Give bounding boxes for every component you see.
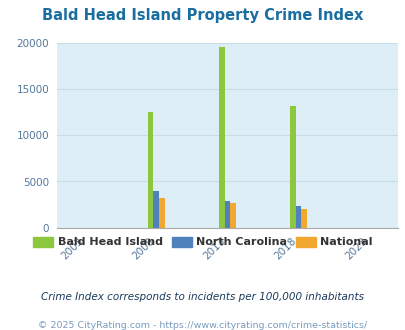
- Bar: [159, 198, 164, 228]
- Bar: [218, 47, 224, 228]
- Bar: [147, 112, 153, 228]
- Text: Bald Head Island Property Crime Index: Bald Head Island Property Crime Index: [42, 8, 363, 23]
- Bar: [153, 191, 159, 228]
- Text: © 2025 CityRating.com - https://www.cityrating.com/crime-statistics/: © 2025 CityRating.com - https://www.city…: [38, 321, 367, 330]
- Bar: [289, 106, 295, 228]
- Legend: Bald Head Island, North Carolina, National: Bald Head Island, North Carolina, Nation…: [29, 232, 376, 252]
- Text: Crime Index corresponds to incidents per 100,000 inhabitants: Crime Index corresponds to incidents per…: [41, 292, 364, 302]
- Bar: [230, 203, 235, 228]
- Bar: [224, 201, 230, 228]
- Bar: [301, 209, 306, 228]
- Bar: [295, 206, 301, 228]
